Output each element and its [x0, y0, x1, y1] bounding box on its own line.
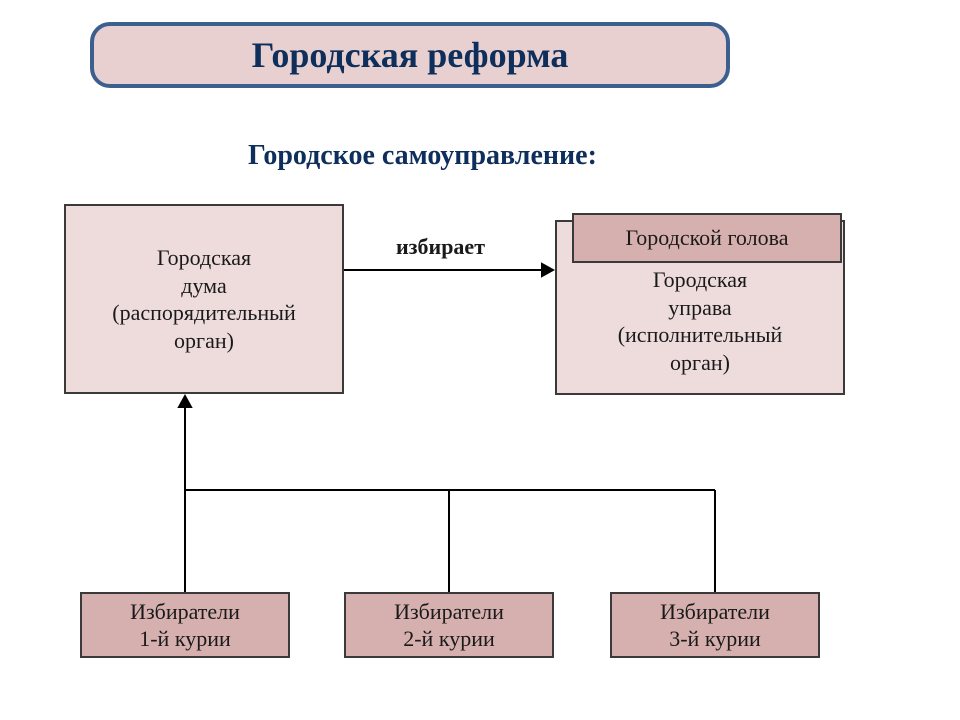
- edge-label-elects: избирает: [396, 234, 485, 260]
- node-golova: Городской голова: [572, 213, 842, 263]
- node-golova-label: Городской голова: [626, 224, 789, 252]
- subtitle: Городское самоуправление:: [248, 140, 597, 172]
- page-title-banner: Городская реформа: [90, 22, 730, 88]
- node-kuria-2-label: Избиратели2-й курии: [394, 598, 504, 653]
- node-kuria-1-label: Избиратели1-й курии: [130, 598, 240, 653]
- node-uprava-label: Городскаяуправа(исполнительныйорган): [618, 266, 783, 376]
- node-duma-label: Городскаядума(распорядительныйорган): [112, 244, 295, 354]
- node-kuria-3: Избиратели3-й курии: [610, 592, 820, 658]
- node-kuria-2: Избиратели2-й курии: [344, 592, 554, 658]
- node-kuria-1: Избиратели1-й курии: [80, 592, 290, 658]
- node-kuria-3-label: Избиратели3-й курии: [660, 598, 770, 653]
- page-title: Городская реформа: [252, 33, 569, 78]
- node-duma: Городскаядума(распорядительныйорган): [64, 204, 344, 394]
